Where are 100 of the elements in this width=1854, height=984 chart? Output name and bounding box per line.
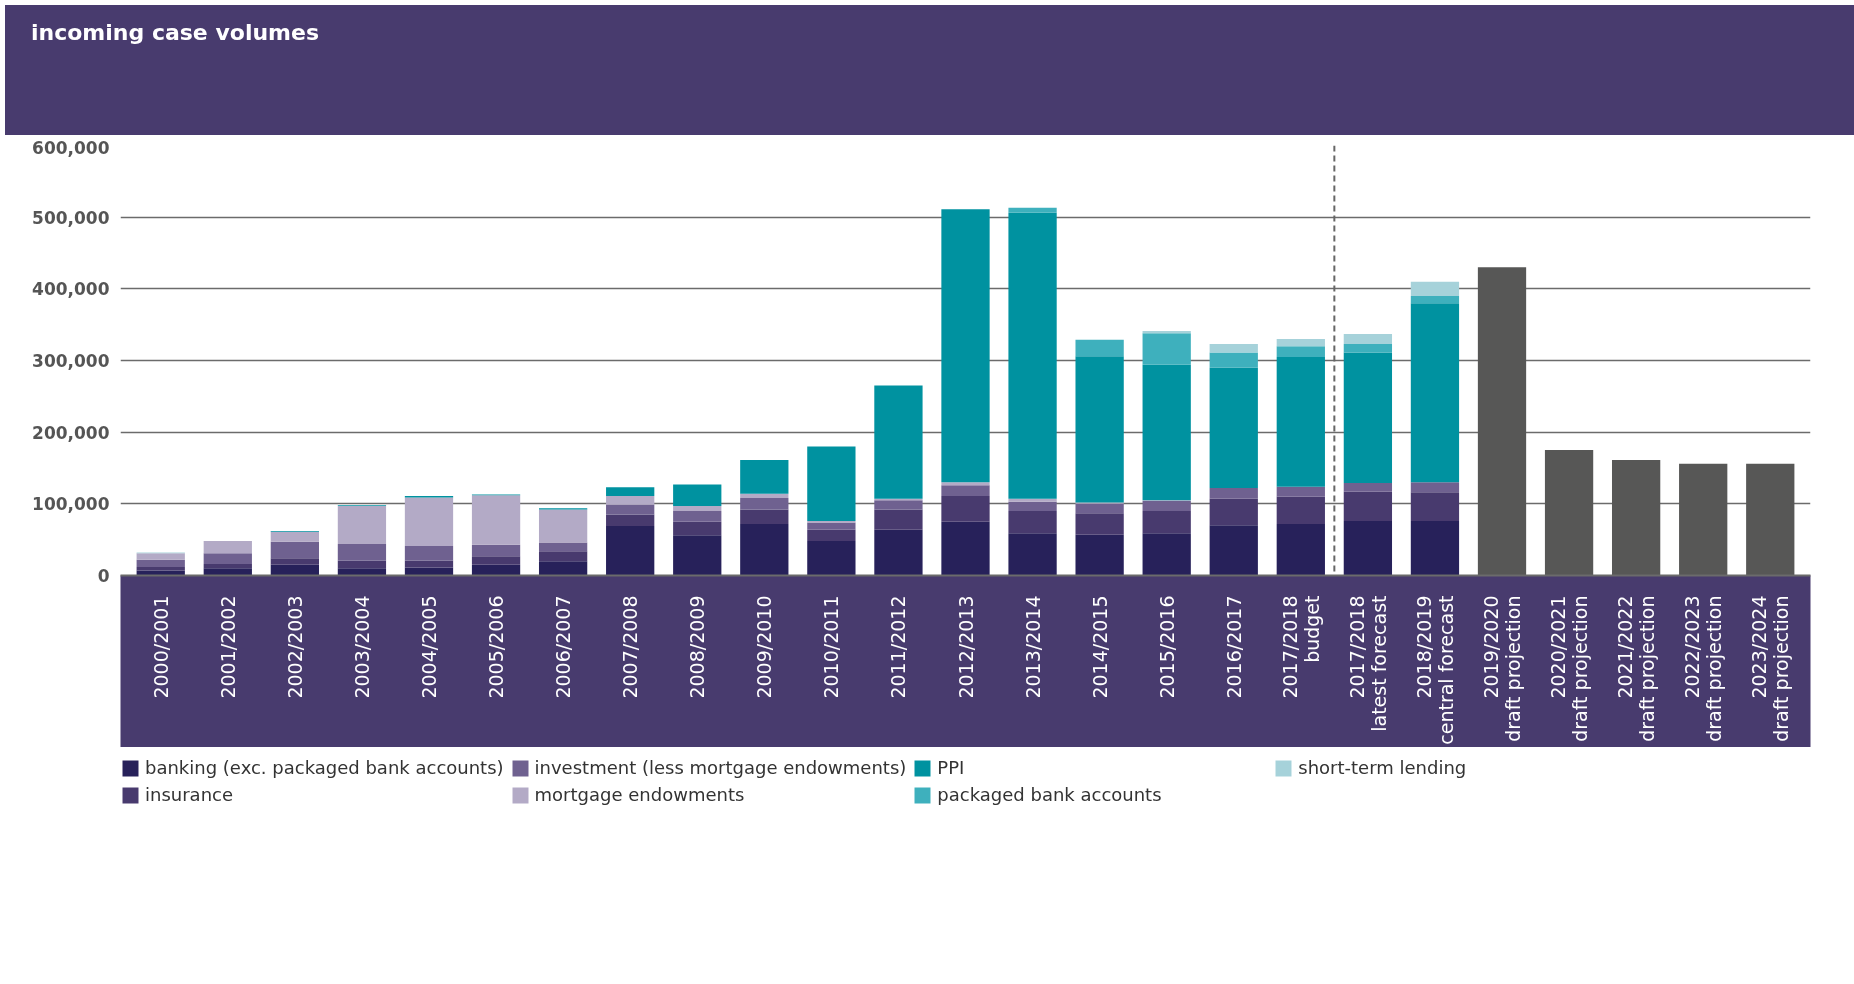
bar xyxy=(740,523,789,576)
bar xyxy=(874,529,923,576)
bar xyxy=(673,505,722,511)
bar xyxy=(1008,501,1057,511)
bar xyxy=(1544,450,1594,576)
bar xyxy=(1142,331,1191,334)
bar xyxy=(471,556,521,565)
bar xyxy=(270,564,320,576)
bar xyxy=(203,568,252,576)
y-tick-label: 500,000 xyxy=(32,207,110,228)
bar xyxy=(1075,339,1124,357)
bar xyxy=(606,504,655,515)
bar xyxy=(606,487,655,496)
bar xyxy=(941,495,990,522)
bar xyxy=(404,546,454,561)
bar xyxy=(673,511,722,522)
bar xyxy=(1343,483,1393,492)
bar xyxy=(606,526,655,576)
bar xyxy=(941,482,990,486)
bar xyxy=(740,460,789,494)
bar xyxy=(270,531,320,542)
bar xyxy=(807,522,856,530)
bar xyxy=(1746,463,1795,576)
bar xyxy=(1209,525,1258,576)
bar xyxy=(471,495,521,545)
bar xyxy=(136,553,185,560)
bar xyxy=(1008,207,1057,213)
bar xyxy=(203,564,252,569)
bar xyxy=(337,543,387,561)
bar xyxy=(538,509,588,543)
bar xyxy=(941,209,990,483)
bar xyxy=(1410,303,1460,483)
bar xyxy=(1410,492,1460,522)
bar xyxy=(1477,267,1527,576)
x-tick-label: 2017/2018 budget xyxy=(1278,595,1323,699)
bar xyxy=(941,521,990,576)
bar xyxy=(1142,333,1191,365)
bar xyxy=(1209,488,1258,499)
bar xyxy=(740,509,789,524)
bar xyxy=(203,553,252,565)
bar xyxy=(1209,498,1258,526)
bar xyxy=(1343,352,1393,484)
bar xyxy=(1410,281,1460,296)
bar xyxy=(1209,352,1258,368)
bar xyxy=(673,521,722,536)
bar xyxy=(1075,534,1124,576)
x-tick-label: 2006/2007 xyxy=(552,595,575,699)
x-tick-label: 2012/2013 xyxy=(954,595,977,699)
bar xyxy=(606,514,655,527)
bar xyxy=(1410,521,1460,576)
x-tick-label: 2000/2001 xyxy=(149,595,172,699)
bar xyxy=(1075,503,1124,514)
bar xyxy=(807,541,856,576)
bar xyxy=(471,544,521,557)
bar xyxy=(1008,533,1057,576)
bar xyxy=(874,509,923,530)
y-tick-label: 300,000 xyxy=(32,351,110,371)
x-tick-label: 2019/2020 draft projection xyxy=(1480,595,1525,742)
bar xyxy=(1410,482,1460,493)
bar xyxy=(673,484,722,506)
bar xyxy=(1343,521,1393,576)
bar xyxy=(1343,491,1393,522)
bar xyxy=(1209,367,1258,489)
bar xyxy=(1142,364,1191,501)
bar xyxy=(1611,460,1661,576)
legend-label: mortgage endowments xyxy=(534,784,746,805)
y-tick-label: 600,000 xyxy=(32,137,110,158)
bar xyxy=(1276,523,1325,576)
x-tick-label: 2002/2003 xyxy=(283,595,306,699)
bar xyxy=(1075,513,1124,535)
bar xyxy=(1343,344,1393,353)
bar xyxy=(807,529,856,542)
bar xyxy=(874,500,923,510)
legend-label: banking (exc. packaged bank accounts) xyxy=(145,757,504,778)
x-tick-label: 2015/2016 xyxy=(1155,595,1178,699)
bar xyxy=(1008,498,1057,502)
x-tick-label: 2014/2015 xyxy=(1088,595,1111,699)
bar xyxy=(1343,333,1393,345)
bar xyxy=(136,570,185,576)
x-tick-label: 2016/2017 xyxy=(1222,595,1245,699)
legend-label: short-term lending xyxy=(1298,757,1468,778)
bar xyxy=(1410,296,1460,304)
bar xyxy=(941,485,990,496)
bar xyxy=(337,560,387,569)
bar xyxy=(1008,212,1057,499)
bar xyxy=(740,498,789,510)
bar xyxy=(673,535,722,576)
bar xyxy=(1142,533,1191,576)
legend-label: packaged bank accounts xyxy=(937,784,1163,805)
bar xyxy=(807,446,856,522)
legend-label: PPI xyxy=(937,757,966,778)
bar xyxy=(740,493,789,499)
bar xyxy=(1276,356,1325,487)
x-tick-label: 2004/2005 xyxy=(417,595,440,699)
x-tick-label: 2003/2004 xyxy=(350,595,373,699)
bar xyxy=(538,551,588,562)
bar xyxy=(337,505,387,544)
bar xyxy=(538,561,588,576)
bar xyxy=(1075,356,1124,503)
bar xyxy=(606,495,655,505)
